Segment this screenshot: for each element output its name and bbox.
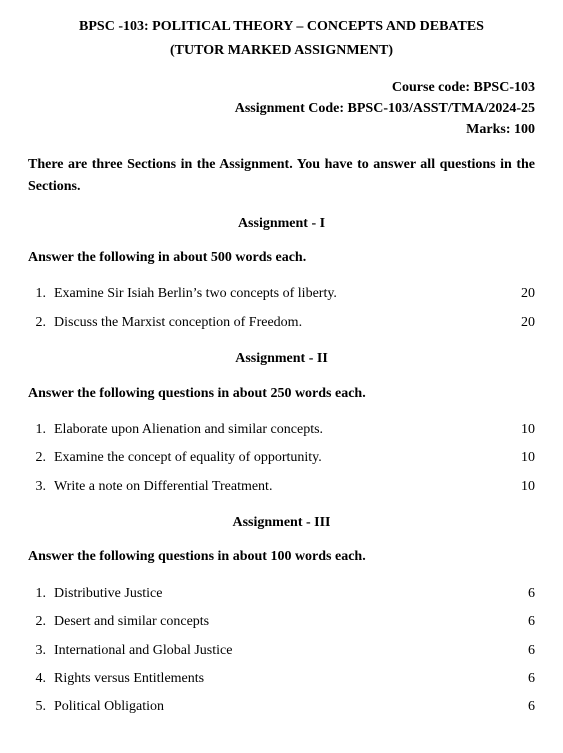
marks-total: Marks: 100 (28, 119, 535, 140)
question-text: Elaborate upon Alienation and similar co… (54, 419, 505, 441)
question-number: 5. (28, 696, 54, 718)
meta-block: Course code: BPSC-103 Assignment Code: B… (28, 77, 535, 140)
question-number: 1. (28, 583, 54, 605)
question-text: Distributive Justice (54, 583, 505, 605)
question-marks: 6 (505, 640, 535, 662)
question-row: 3. International and Global Justice 6 (28, 640, 535, 662)
question-text: Examine Sir Isiah Berlin’s two concepts … (54, 283, 505, 305)
question-row: 4. Rights versus Entitlements 6 (28, 668, 535, 690)
question-marks: 10 (505, 419, 535, 441)
question-marks: 6 (505, 696, 535, 718)
title-block: BPSC -103: POLITICAL THEORY – CONCEPTS A… (28, 16, 535, 63)
section-instruction: Answer the following in about 500 words … (28, 247, 535, 269)
question-number: 1. (28, 283, 54, 305)
question-text: Write a note on Differential Treatment. (54, 476, 505, 498)
question-marks: 20 (505, 312, 535, 334)
question-row: 2. Discuss the Marxist conception of Fre… (28, 312, 535, 334)
question-number: 3. (28, 640, 54, 662)
question-text: Political Obligation (54, 696, 505, 718)
question-number: 2. (28, 312, 54, 334)
question-marks: 10 (505, 447, 535, 469)
section-heading: Assignment - I (28, 213, 535, 235)
question-list: 1. Examine Sir Isiah Berlin’s two concep… (28, 283, 535, 334)
course-code: Course code: BPSC-103 (28, 77, 535, 98)
question-text: International and Global Justice (54, 640, 505, 662)
question-marks: 20 (505, 283, 535, 305)
question-marks: 6 (505, 611, 535, 633)
section-instruction: Answer the following questions in about … (28, 546, 535, 568)
question-text: Desert and similar concepts (54, 611, 505, 633)
assignment-code: Assignment Code: BPSC-103/ASST/TMA/2024-… (28, 98, 535, 119)
course-subtitle: (TUTOR MARKED ASSIGNMENT) (28, 40, 535, 62)
question-text: Examine the concept of equality of oppor… (54, 447, 505, 469)
question-text: Rights versus Entitlements (54, 668, 505, 690)
section-instruction: Answer the following questions in about … (28, 383, 535, 405)
question-list: 1. Elaborate upon Alienation and similar… (28, 419, 535, 498)
intro-text: There are three Sections in the Assignme… (28, 154, 535, 199)
question-row: 2. Desert and similar concepts 6 (28, 611, 535, 633)
question-number: 2. (28, 447, 54, 469)
question-marks: 6 (505, 583, 535, 605)
question-list: 1. Distributive Justice 6 2. Desert and … (28, 583, 535, 719)
question-number: 2. (28, 611, 54, 633)
section-heading: Assignment - III (28, 512, 535, 534)
course-title: BPSC -103: POLITICAL THEORY – CONCEPTS A… (28, 16, 535, 38)
question-number: 4. (28, 668, 54, 690)
question-marks: 10 (505, 476, 535, 498)
question-row: 1. Elaborate upon Alienation and similar… (28, 419, 535, 441)
question-marks: 6 (505, 668, 535, 690)
question-row: 1. Examine Sir Isiah Berlin’s two concep… (28, 283, 535, 305)
question-number: 3. (28, 476, 54, 498)
question-text: Discuss the Marxist conception of Freedo… (54, 312, 505, 334)
question-row: 5. Political Obligation 6 (28, 696, 535, 718)
question-row: 2. Examine the concept of equality of op… (28, 447, 535, 469)
section-heading: Assignment - II (28, 348, 535, 370)
question-row: 1. Distributive Justice 6 (28, 583, 535, 605)
question-row: 3. Write a note on Differential Treatmen… (28, 476, 535, 498)
question-number: 1. (28, 419, 54, 441)
